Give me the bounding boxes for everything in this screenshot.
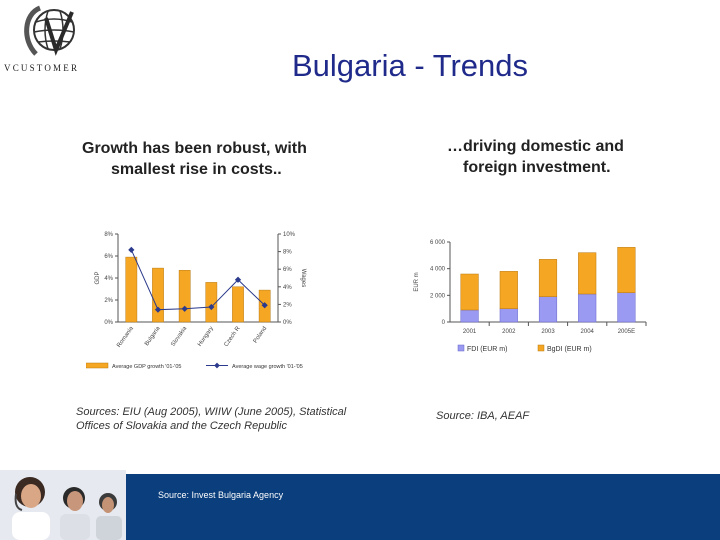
category-label: 2002 <box>502 329 516 335</box>
right-tick-label: 8% <box>283 250 292 256</box>
right-heading: …driving domestic and foreign investment… <box>447 136 624 178</box>
gdp-bar <box>152 267 164 323</box>
bgdi-bar <box>578 252 597 295</box>
right-axis-label: Wages <box>300 269 306 287</box>
gdp-bar <box>125 256 138 323</box>
legend-fdi-label: FDI (EUR m) <box>467 346 507 353</box>
right-heading-line1: …driving domestic and <box>447 138 624 155</box>
bgdi-bar <box>499 271 518 309</box>
legend-wage-label: Average wage growth '01-'05 <box>232 364 303 370</box>
fdi-bar <box>578 293 597 323</box>
category-label: 2001 <box>463 329 477 335</box>
category-label: 2003 <box>541 329 555 335</box>
y-tick-label: 0 <box>442 320 446 326</box>
left-axis-label: GDP <box>95 271 101 284</box>
fdi-bar <box>538 296 558 323</box>
wage-point <box>128 246 135 253</box>
category-label: 2005E <box>618 329 635 335</box>
left-heading-line1: Growth has been robust, with <box>82 140 307 157</box>
left-heading: Growth has been robust, with smallest ri… <box>82 138 307 180</box>
category-label: 2004 <box>581 329 595 335</box>
fdi-bar <box>499 308 518 323</box>
legend-fdi-swatch <box>457 344 465 352</box>
right-tick-label: 4% <box>283 285 292 291</box>
legend-bgdi-swatch <box>537 344 545 352</box>
left-tick-label: 4% <box>104 276 113 282</box>
legend-bgdi-label: BgDI (EUR m) <box>547 346 592 353</box>
left-heading-line2: smallest rise in costs.. <box>111 161 282 178</box>
investment-chart: 0 2 000 4 000 6 000 EUR m 2001 2002 2003 2004 200… <box>414 240 647 353</box>
category-label: Slovakia <box>170 325 188 348</box>
right-source-note: Source: IBA, AEAF <box>436 410 530 422</box>
category-label: Romania <box>116 325 135 349</box>
fdi-bar <box>460 309 479 323</box>
y-tick-label: 6 000 <box>430 240 446 246</box>
y-axis-label: EUR m <box>414 272 420 291</box>
gdp-wage-chart: 0% 2% 4% 6% 8% 0% 2% 4% 6% 8% 10% GDP Wages Romania Bu… <box>86 232 306 370</box>
right-tick-label: 2% <box>283 302 292 308</box>
right-tick-label: 10% <box>283 232 296 238</box>
logo-text: VCUSTOMER <box>4 63 80 73</box>
category-label: Poland <box>253 326 269 345</box>
left-tick-label: 2% <box>104 298 113 304</box>
legend-gdp-label: Average GDP growth '01-'05 <box>112 364 181 370</box>
bgdi-bar <box>460 273 479 311</box>
call-center-photo <box>0 470 126 540</box>
legend-gdp-swatch <box>86 362 109 369</box>
left-tick-label: 8% <box>104 232 113 238</box>
y-tick-label: 4 000 <box>430 267 446 273</box>
footer-bar <box>126 474 720 540</box>
left-source-note: Sources: EIU (Aug 2005), WIIW (June 2005… <box>76 405 346 433</box>
company-logo <box>24 5 75 56</box>
category-label: Bulgaria <box>144 325 162 347</box>
left-tick-label: 0% <box>104 320 113 326</box>
bgdi-bar <box>617 247 636 293</box>
bgdi-bar <box>538 259 558 297</box>
right-tick-label: 6% <box>283 267 292 273</box>
left-source-line2: Offices of Slovakia and the Czech Republ… <box>76 420 287 432</box>
gdp-bar <box>178 270 191 323</box>
right-tick-label: 0% <box>283 320 292 326</box>
wage-line <box>130 249 266 311</box>
footer-source: Source: Invest Bulgaria Agency <box>158 490 284 500</box>
gdp-bar <box>205 282 218 323</box>
left-source-line1: Sources: EIU (Aug 2005), WIIW (June 2005… <box>76 406 347 418</box>
category-label: Hungary <box>197 326 215 348</box>
category-label: Czech R <box>224 325 242 348</box>
right-heading-line2: foreign investment. <box>463 159 611 176</box>
slide-title: Bulgaria - Trends <box>291 48 529 83</box>
y-tick-label: 2 000 <box>430 293 446 299</box>
left-tick-label: 6% <box>104 254 113 260</box>
fdi-bar <box>617 292 636 323</box>
legend-wage-marker <box>214 362 220 369</box>
gdp-bar <box>232 286 244 323</box>
